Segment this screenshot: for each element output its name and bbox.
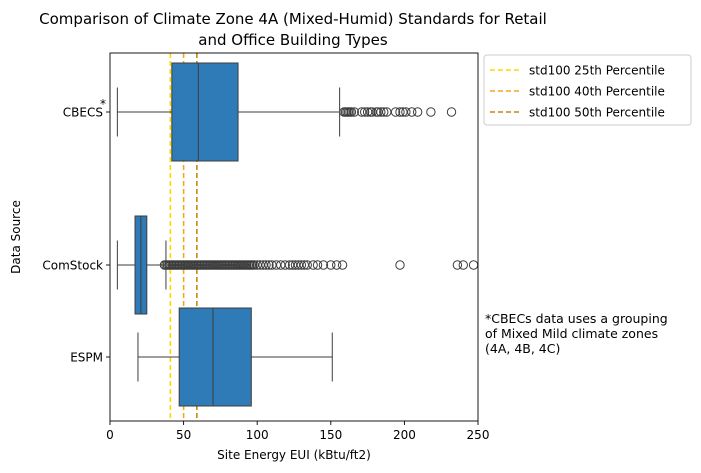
x-tick-label: 0 — [106, 428, 114, 442]
box-iqr — [178, 307, 252, 407]
outlier-point — [346, 107, 357, 117]
x-tick-label: 200 — [393, 428, 416, 442]
outlier-point — [326, 260, 336, 270]
box-cbecs — [116, 62, 341, 162]
outlier-point — [308, 260, 318, 270]
outlier-point — [296, 260, 307, 270]
outlier-point — [401, 107, 411, 117]
x-axis-label: Site Energy EUI (kBtu/ft2) — [217, 448, 371, 462]
legend-label: std100 50th Percentile — [529, 106, 665, 120]
legend-frame — [483, 54, 692, 126]
outlier-point — [458, 260, 468, 270]
outlier-point — [407, 107, 417, 117]
outlier-point — [280, 260, 290, 270]
y-axis: CBECS ComStock ESPM * — [42, 97, 110, 365]
y-tick-label: ESPM — [70, 351, 103, 365]
box-espm — [137, 307, 333, 407]
x-tick-label: 150 — [319, 428, 342, 442]
outlier-point — [312, 260, 323, 270]
outlier-point — [337, 260, 348, 270]
y-tick-label: CBECS — [63, 106, 103, 120]
chart-title-line2: and Office Building Types — [198, 31, 388, 49]
outlier-point — [376, 107, 386, 117]
outlier-point — [452, 260, 463, 270]
annotation-line: of Mixed Mild climate zones — [485, 326, 658, 341]
plot-frame — [109, 52, 479, 422]
outlier-point — [302, 260, 312, 270]
outlier-point — [412, 107, 423, 117]
outlier-point — [468, 260, 479, 270]
annotation-line: (4A, 4B, 4C) — [485, 341, 560, 356]
legend: std100 25th Percentile std100 40th Percen… — [483, 54, 692, 126]
outlier-point — [318, 260, 329, 270]
x-tick-label: 250 — [467, 428, 490, 442]
x-axis: 0 50 100 150 200 250 — [106, 421, 489, 442]
outlier-point — [349, 107, 360, 117]
y-tick-label: ComStock — [42, 259, 103, 273]
outlier-point — [395, 260, 405, 270]
outlier-point — [390, 107, 401, 117]
outlier-point — [446, 107, 457, 117]
cbecs-asterisk: * — [100, 97, 106, 111]
x-tick-label: 100 — [246, 428, 269, 442]
chart-title-line1: Comparison of Climate Zone 4A (Mixed-Hum… — [39, 10, 547, 28]
box-comstock — [116, 215, 167, 315]
outlier-point — [261, 260, 271, 270]
outlier-point — [379, 107, 389, 117]
outlier-point — [395, 107, 405, 117]
box-series — [116, 62, 341, 407]
outlier-point — [426, 107, 436, 117]
x-tick-label: 50 — [176, 428, 191, 442]
outlier-point — [359, 107, 370, 117]
legend-label: std100 25th Percentile — [529, 64, 665, 78]
outlier-point — [264, 260, 274, 270]
legend-label: std100 40th Percentile — [529, 85, 665, 99]
outlier-points — [159, 107, 479, 270]
annotation-line: *CBECs data uses a grouping — [485, 311, 668, 326]
box-iqr — [171, 62, 239, 162]
outlier-point — [331, 260, 342, 270]
y-axis-label: Data Source — [9, 200, 23, 274]
